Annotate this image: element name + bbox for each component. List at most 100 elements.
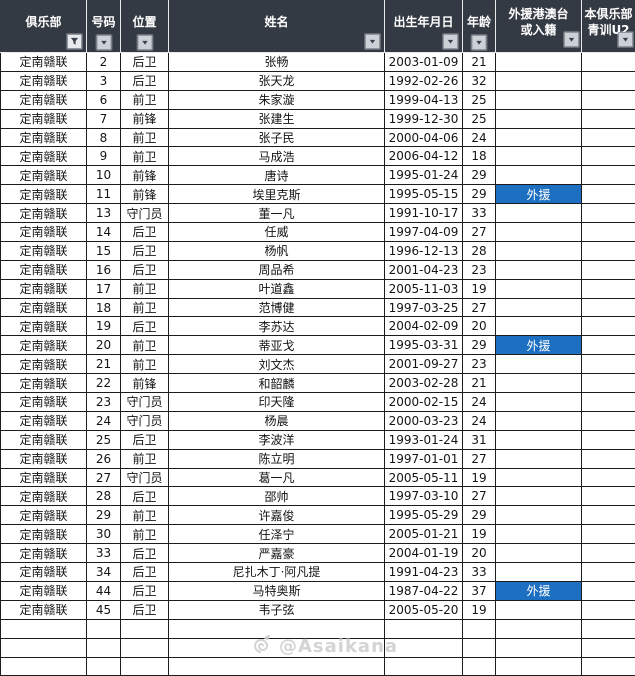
cell-name[interactable]: 蒂亚戈 [169,336,385,355]
cell-foreign[interactable] [496,109,582,128]
cell-foreign[interactable] [496,393,582,412]
cell-age[interactable]: 37 [463,581,496,600]
cell-dob[interactable]: 2006-04-12 [385,147,463,166]
cell-number[interactable]: 14 [87,223,121,242]
cell-name[interactable]: 范博健 [169,298,385,317]
cell-name[interactable]: 唐诗 [169,166,385,185]
cell-age[interactable]: 27 [463,223,496,242]
cell-position[interactable]: 前卫 [121,298,169,317]
cell-club[interactable]: 定南赣联 [1,204,87,223]
cell-foreign[interactable] [496,506,582,525]
cell-foreign[interactable]: 外援 [496,185,582,204]
cell-number[interactable]: 10 [87,166,121,185]
cell-club[interactable]: 定南赣联 [1,525,87,544]
cell-name[interactable]: 张子民 [169,128,385,147]
cell-age[interactable]: 24 [463,128,496,147]
filter-dropdown-icon[interactable] [564,32,579,47]
cell-youth[interactable] [582,430,635,449]
empty-cell[interactable] [87,638,121,657]
cell-club[interactable]: 定南赣联 [1,468,87,487]
empty-cell[interactable] [1,638,87,657]
cell-dob[interactable]: 1997-01-01 [385,449,463,468]
cell-club[interactable]: 定南赣联 [1,581,87,600]
cell-age[interactable]: 29 [463,506,496,525]
empty-cell[interactable] [463,619,496,638]
cell-position[interactable]: 前卫 [121,355,169,374]
cell-age[interactable]: 28 [463,241,496,260]
cell-club[interactable]: 定南赣联 [1,336,87,355]
cell-youth[interactable] [582,487,635,506]
cell-number[interactable]: 34 [87,563,121,582]
cell-youth[interactable] [582,109,635,128]
cell-youth[interactable] [582,128,635,147]
cell-age[interactable]: 27 [463,449,496,468]
cell-position[interactable]: 前锋 [121,166,169,185]
cell-club[interactable]: 定南赣联 [1,166,87,185]
cell-position[interactable]: 守门员 [121,468,169,487]
cell-youth[interactable] [582,581,635,600]
cell-youth[interactable] [582,525,635,544]
cell-position[interactable]: 后卫 [121,544,169,563]
cell-club[interactable]: 定南赣联 [1,128,87,147]
cell-position[interactable]: 守门员 [121,204,169,223]
cell-club[interactable]: 定南赣联 [1,260,87,279]
empty-cell[interactable] [121,657,169,676]
cell-number[interactable]: 33 [87,544,121,563]
cell-age[interactable]: 20 [463,544,496,563]
cell-age[interactable]: 33 [463,563,496,582]
cell-youth[interactable] [582,544,635,563]
cell-youth[interactable] [582,71,635,90]
cell-youth[interactable] [582,204,635,223]
cell-position[interactable]: 前卫 [121,90,169,109]
cell-age[interactable]: 19 [463,525,496,544]
cell-foreign[interactable] [496,223,582,242]
cell-youth[interactable] [582,298,635,317]
cell-number[interactable]: 27 [87,468,121,487]
cell-position[interactable]: 后卫 [121,430,169,449]
cell-number[interactable]: 44 [87,581,121,600]
cell-number[interactable]: 26 [87,449,121,468]
cell-number[interactable]: 15 [87,241,121,260]
cell-youth[interactable] [582,563,635,582]
empty-cell[interactable] [1,619,87,638]
cell-club[interactable]: 定南赣联 [1,279,87,298]
cell-foreign[interactable] [496,279,582,298]
cell-number[interactable]: 45 [87,600,121,619]
cell-position[interactable]: 后卫 [121,71,169,90]
cell-youth[interactable] [582,223,635,242]
cell-youth[interactable] [582,468,635,487]
cell-dob[interactable]: 2004-02-09 [385,317,463,336]
cell-foreign[interactable] [496,166,582,185]
cell-position[interactable]: 前卫 [121,336,169,355]
cell-dob[interactable]: 1996-12-13 [385,241,463,260]
cell-name[interactable]: 马成浩 [169,147,385,166]
cell-name[interactable]: 尼扎木丁·阿凡提 [169,563,385,582]
cell-foreign[interactable] [496,374,582,393]
cell-foreign[interactable] [496,260,582,279]
cell-dob[interactable]: 1987-04-22 [385,581,463,600]
cell-foreign[interactable] [496,128,582,147]
cell-dob[interactable]: 1997-03-10 [385,487,463,506]
cell-number[interactable]: 28 [87,487,121,506]
cell-dob[interactable]: 2004-01-19 [385,544,463,563]
cell-dob[interactable]: 1999-04-13 [385,90,463,109]
cell-club[interactable]: 定南赣联 [1,563,87,582]
cell-number[interactable]: 19 [87,317,121,336]
cell-name[interactable]: 邵帅 [169,487,385,506]
cell-club[interactable]: 定南赣联 [1,430,87,449]
cell-name[interactable]: 李波洋 [169,430,385,449]
cell-age[interactable]: 33 [463,204,496,223]
cell-number[interactable]: 30 [87,525,121,544]
cell-number[interactable]: 23 [87,393,121,412]
empty-cell[interactable] [87,657,121,676]
cell-number[interactable]: 7 [87,109,121,128]
cell-name[interactable]: 杨帆 [169,241,385,260]
cell-name[interactable]: 埃里克斯 [169,185,385,204]
cell-number[interactable]: 6 [87,90,121,109]
cell-dob[interactable]: 1991-04-23 [385,563,463,582]
cell-youth[interactable] [582,260,635,279]
cell-name[interactable]: 朱家漩 [169,90,385,109]
cell-number[interactable]: 13 [87,204,121,223]
cell-number[interactable]: 24 [87,411,121,430]
cell-youth[interactable] [582,317,635,336]
